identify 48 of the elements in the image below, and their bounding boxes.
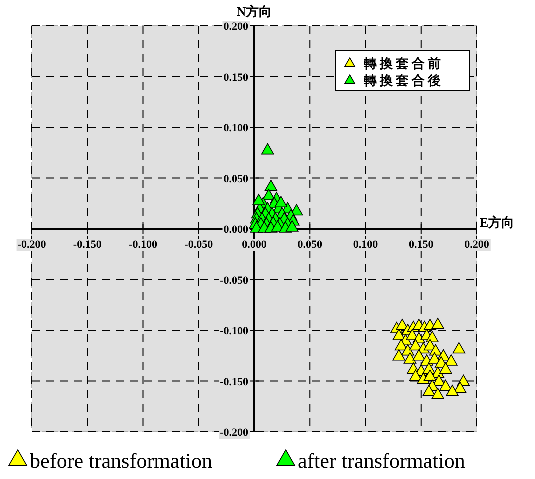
x-tick-label: -0.200 <box>18 239 47 251</box>
point <box>261 143 274 155</box>
point <box>409 370 422 382</box>
point <box>274 196 288 208</box>
point <box>445 354 458 366</box>
x-tick-label: 0.100 <box>353 239 379 251</box>
point <box>424 370 437 382</box>
y-tick-label: 0.000 <box>224 224 249 236</box>
y-tick-label: -0.150 <box>220 376 249 388</box>
point <box>439 362 452 374</box>
legend-label: 轉換套合後 <box>363 73 444 88</box>
legend-label: 轉換套合前 <box>363 56 444 71</box>
point <box>286 220 299 232</box>
x-tick-label: -0.100 <box>129 239 158 251</box>
point <box>454 382 467 394</box>
point <box>394 339 408 351</box>
point <box>432 318 444 330</box>
point <box>426 331 439 343</box>
y-tick-label: 0.200 <box>224 21 249 33</box>
point <box>404 352 417 364</box>
point <box>432 388 444 400</box>
text: after transformation <box>298 449 466 473</box>
point <box>439 380 452 392</box>
point <box>264 180 278 192</box>
y-tick-label: 0.100 <box>224 122 249 134</box>
point <box>252 194 266 206</box>
y-tick-label: 0.150 <box>224 72 249 84</box>
point <box>412 349 426 361</box>
point <box>422 385 436 396</box>
x-tick-label: 0.200 <box>464 239 490 251</box>
y-tick-label: -0.050 <box>220 274 249 287</box>
y-tick-label: -0.200 <box>220 427 249 439</box>
x-tick-label: -0.150 <box>73 239 102 251</box>
point <box>452 342 466 354</box>
x-axis-title: E方向 <box>480 215 515 230</box>
y-tick-label: -0.100 <box>220 326 249 338</box>
point <box>409 339 422 351</box>
point <box>392 329 406 340</box>
point <box>428 352 442 364</box>
point <box>392 349 406 361</box>
point <box>446 385 459 396</box>
y-tick-label: 0.050 <box>224 173 249 186</box>
x-tick-label: -0.050 <box>184 239 214 251</box>
text: before transformation <box>30 449 214 473</box>
x-tick-label: 0.000 <box>242 239 268 251</box>
x-tick-label: 0.150 <box>409 239 434 251</box>
x-tick-label: 0.050 <box>298 239 323 251</box>
y-axis-title: N方向 <box>236 4 272 19</box>
